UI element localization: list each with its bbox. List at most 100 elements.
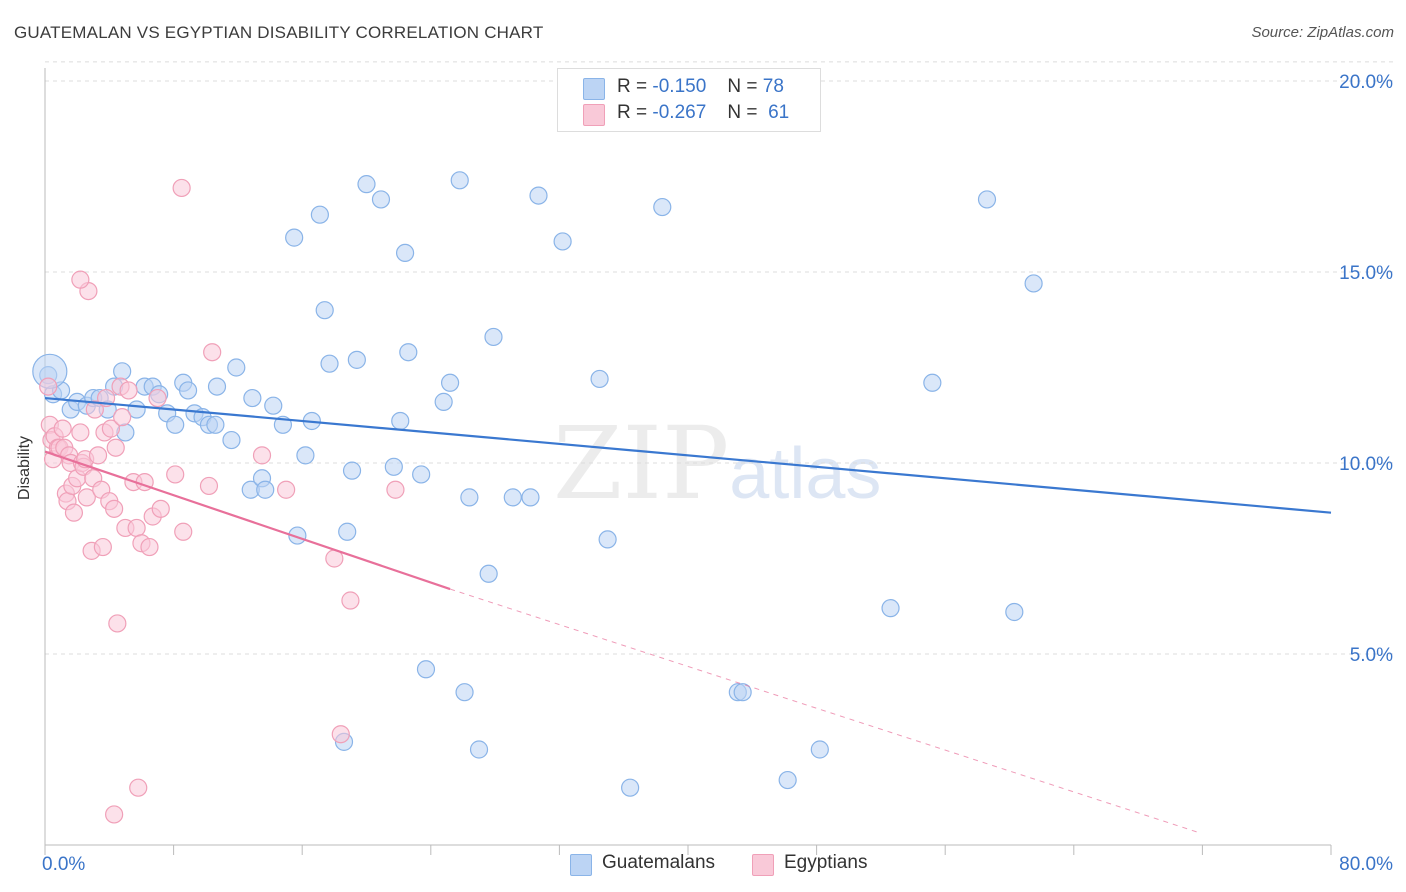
guatemalans-point: [469, 740, 489, 759]
guatemalans-point: [384, 457, 403, 476]
guatemalans-point: [357, 175, 376, 194]
legend-n-value: 78: [762, 76, 784, 97]
egyptians-point: [105, 499, 124, 518]
legend-r-label: R =: [617, 76, 648, 97]
egyptians-point: [77, 488, 96, 507]
legend-n-label: N =: [727, 102, 758, 123]
source-label: Source: ZipAtlas.com: [1251, 24, 1394, 41]
egyptians-point: [277, 480, 296, 499]
guatemalans-point: [653, 197, 672, 217]
guatemalans-point: [810, 740, 829, 759]
guatemalans-point: [206, 415, 225, 434]
guatemalans-point: [450, 171, 469, 190]
egyptians-point: [64, 503, 84, 522]
egyptians-point: [39, 377, 58, 396]
guatemalans-point: [621, 778, 640, 797]
legend-swatch-egyptians: [583, 104, 605, 126]
guatemalans-point: [288, 526, 307, 545]
egyptians-point: [93, 537, 112, 557]
egyptians-point: [53, 419, 72, 438]
guatemalans-point: [243, 388, 262, 408]
egyptians-point: [386, 480, 405, 499]
guatemalans-point: [342, 461, 362, 480]
x-tick-label: 0.0%: [42, 854, 85, 875]
legend-text-egyptians: R = -0.267 N = 61: [617, 102, 789, 124]
guatemalans-point: [256, 480, 275, 499]
bottom-legend-swatch-egyptians: [752, 854, 774, 876]
egyptians-point: [166, 465, 185, 484]
guatemalans-point: [222, 430, 241, 450]
egyptians-point: [71, 423, 90, 442]
egyptians-point: [331, 725, 350, 744]
egyptians-point: [101, 419, 121, 438]
guatemalans-point: [521, 488, 540, 507]
y-tick-label: 15.0%: [1339, 263, 1393, 284]
guatemalans-point: [460, 488, 479, 507]
guatemalans-point: [412, 465, 431, 484]
guatemalans-point: [977, 190, 997, 209]
guatemalans-point: [479, 564, 498, 583]
egyptians-point: [106, 438, 125, 457]
guatemalans-point: [338, 522, 357, 541]
guatemalans-point: [264, 396, 283, 415]
guatemalans-point: [503, 488, 522, 507]
egyptians-point: [151, 499, 170, 518]
egyptians-point: [341, 591, 360, 610]
egyptians-point: [172, 178, 191, 198]
guatemalans-point: [590, 369, 609, 389]
egyptians-point: [71, 270, 90, 289]
guatemalans-point: [371, 190, 391, 209]
guatemalans-point: [320, 354, 339, 373]
egyptians-point: [108, 614, 127, 633]
legend-r-value: -0.150: [652, 76, 707, 97]
watermark-sub: atlas: [729, 434, 882, 514]
x-tick-label: 80.0%: [1339, 854, 1393, 875]
guatemalans-point: [1005, 602, 1024, 622]
correlation-legend: R = -0.150 N = 78 R = -0.267 N = 61: [557, 68, 821, 132]
egyptians-point: [113, 408, 132, 427]
legend-r-label: R =: [617, 102, 648, 123]
egyptians-point: [127, 518, 146, 538]
chart-title: GUATEMALAN VS EGYPTIAN DISABILITY CORREL…: [14, 23, 544, 42]
guatemalans-point: [395, 243, 415, 262]
guatemalans-point: [881, 599, 900, 618]
bottom-legend-label-egyptians: Egyptians: [784, 852, 868, 873]
egyptians-point: [85, 400, 104, 419]
guatemalans-point: [207, 377, 227, 396]
legend-text-guatemalans: R = -0.150 N = 78: [617, 76, 784, 98]
guatemalans-trend-line: [44, 396, 1332, 514]
legend-swatch-guatemalans: [583, 78, 605, 100]
egyptians-point: [105, 805, 124, 824]
guatemalans-point: [484, 327, 503, 347]
egyptians-point: [88, 446, 108, 465]
guatemalans-point: [553, 232, 572, 251]
y-tick-label: 20.0%: [1339, 72, 1393, 93]
guatemalans-point: [285, 228, 304, 247]
guatemalans-point: [227, 358, 246, 377]
egyptians-trend-line: [44, 450, 451, 591]
guatemalans-point: [598, 530, 617, 549]
egyptians-point: [252, 446, 272, 465]
guatemalans-point: [416, 660, 436, 679]
egyptians-trend-extension: [449, 588, 1201, 834]
guatemalans-point: [440, 373, 460, 392]
guatemalans-point: [1024, 274, 1043, 293]
egyptians-point: [129, 778, 148, 797]
egyptians-point: [203, 343, 222, 362]
guatemalans-point: [399, 343, 418, 362]
egyptians-point: [119, 381, 138, 400]
egyptians-point: [174, 522, 193, 541]
guatemalans-point: [166, 415, 185, 434]
egyptians-point: [199, 476, 219, 496]
egyptians-point: [148, 388, 167, 408]
guatemalans-point: [529, 186, 548, 205]
guatemalans-point: [296, 446, 315, 465]
legend-r-value: -0.267: [652, 102, 707, 123]
guatemalans-point: [923, 373, 942, 392]
guatemalans-point: [434, 392, 453, 411]
legend-n-label: N =: [727, 76, 758, 97]
guatemalans-point: [178, 381, 198, 400]
guatemalans-point: [315, 301, 334, 320]
guatemalans-point: [113, 362, 132, 381]
